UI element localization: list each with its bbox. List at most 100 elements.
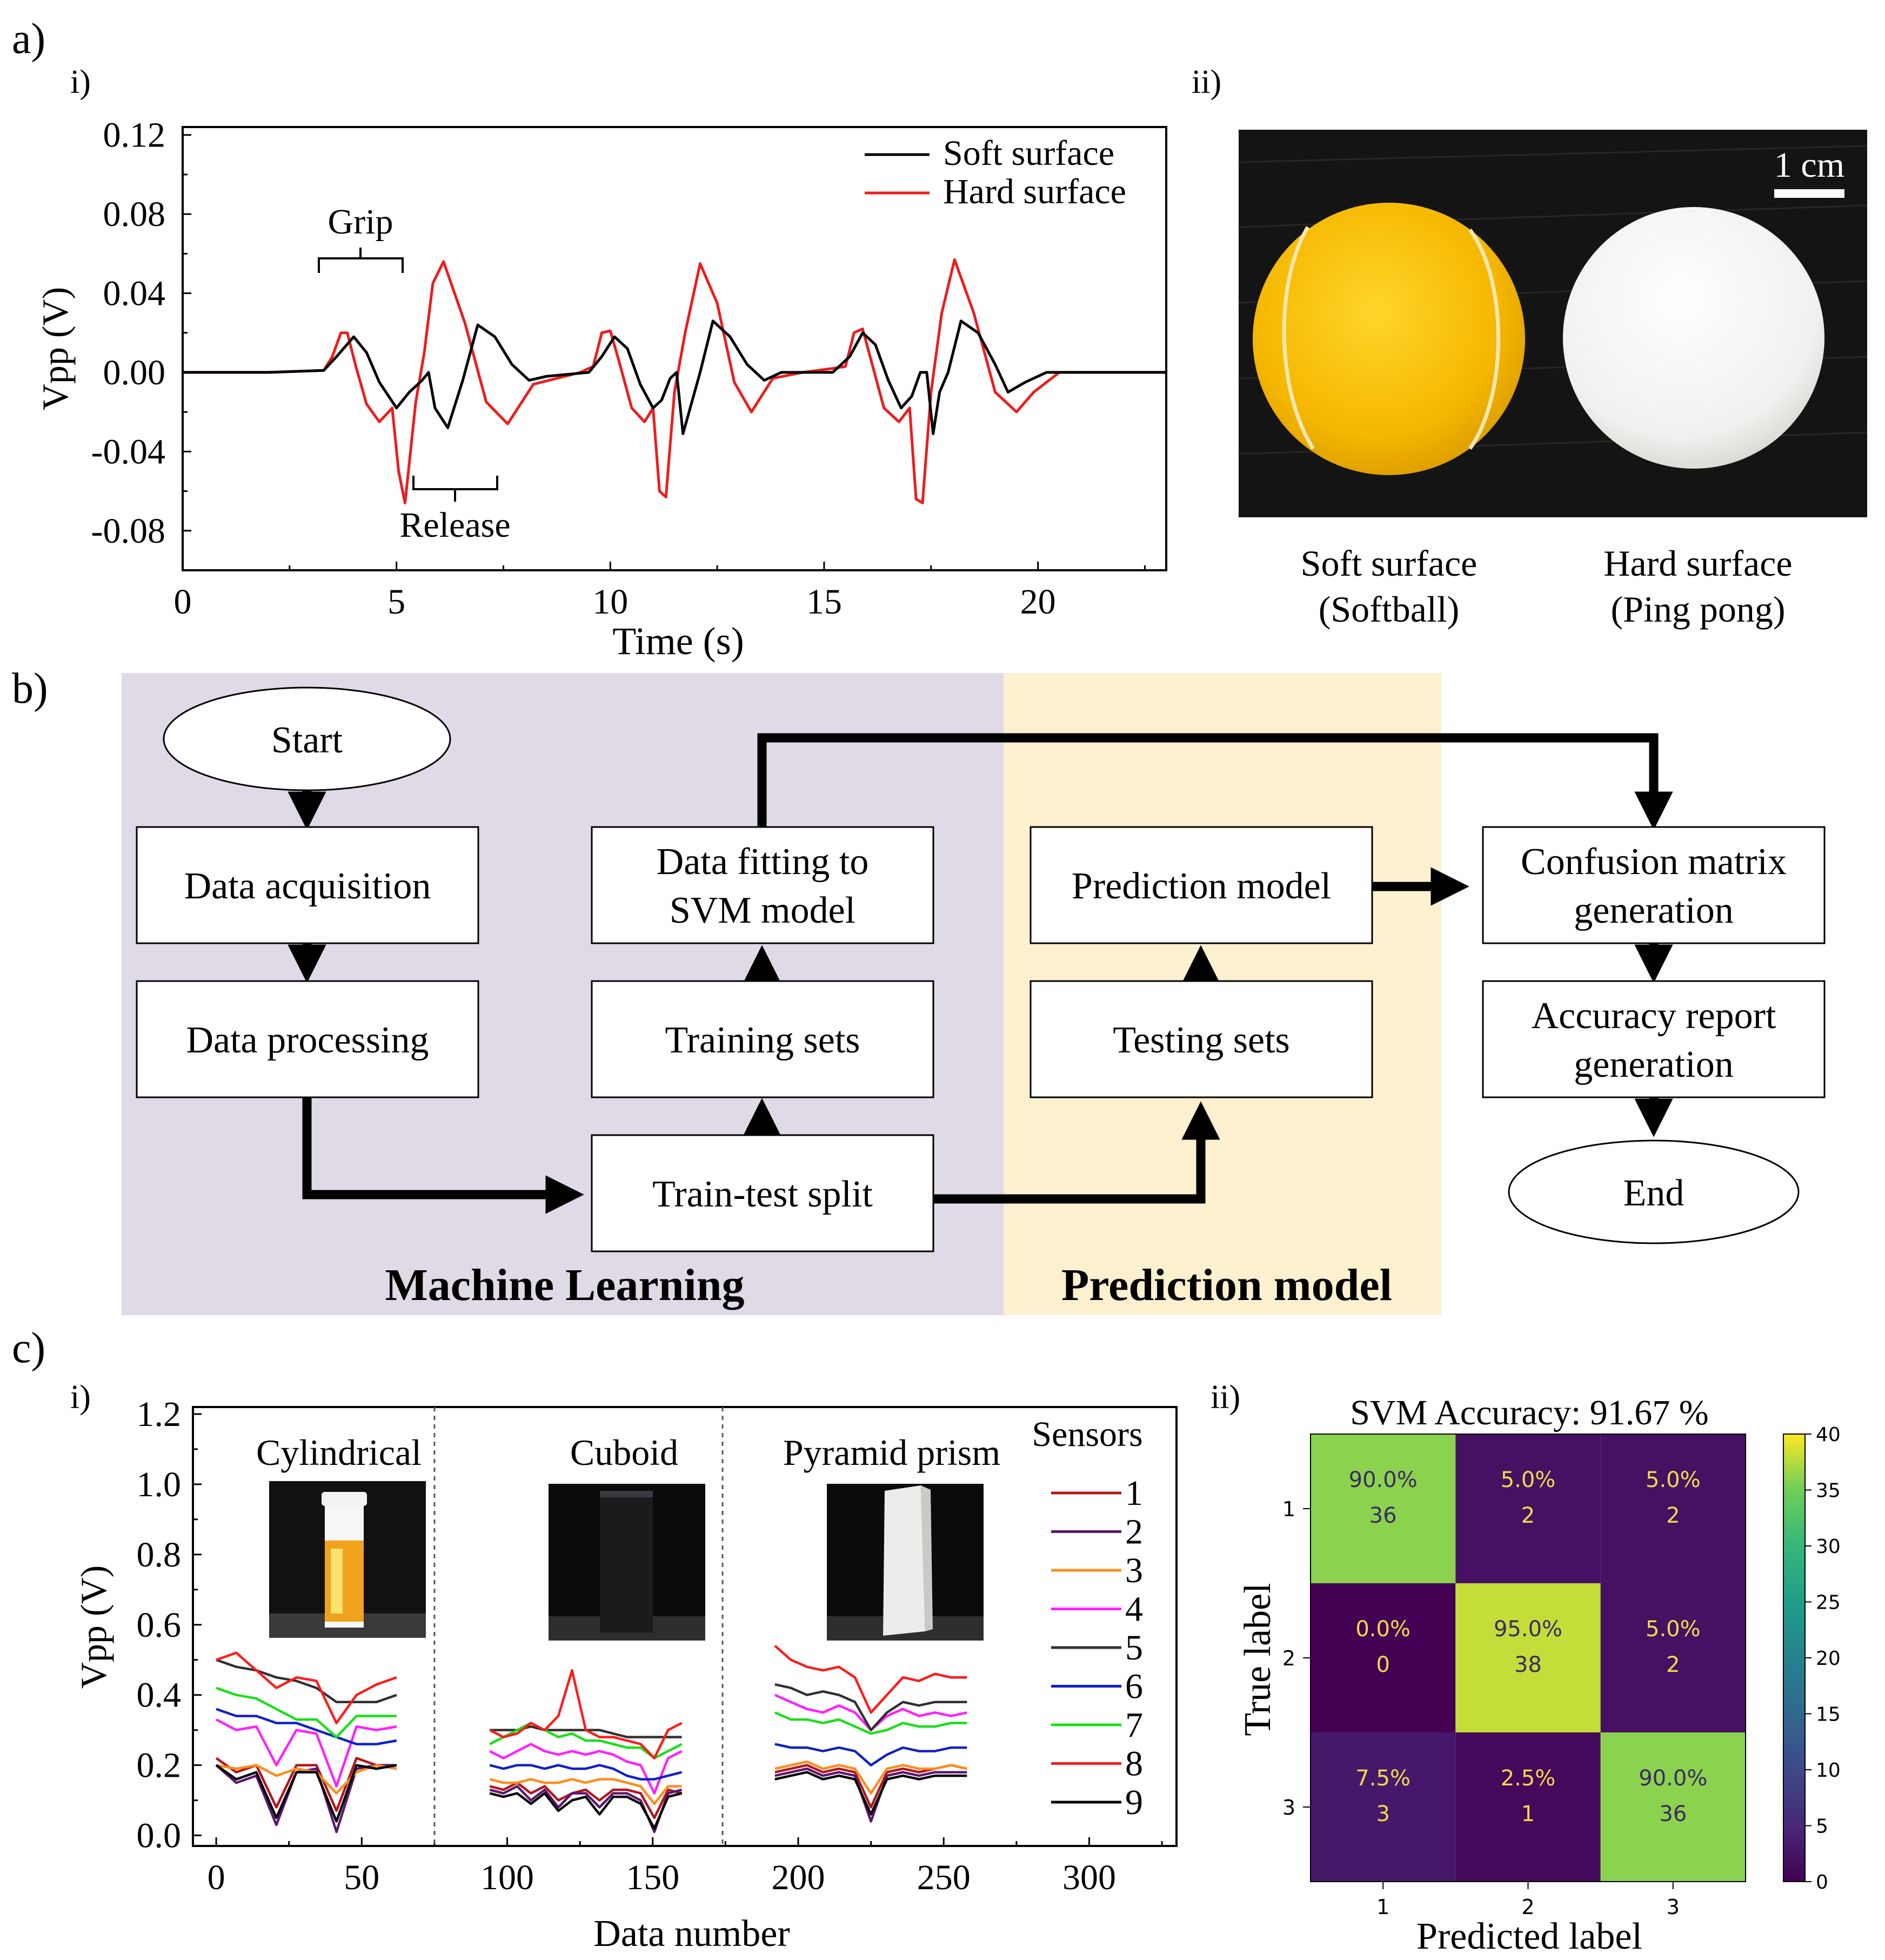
sensor-7-line: [216, 1686, 397, 1738]
y-tick-label: 0.0: [137, 1816, 182, 1856]
matrix-cell-count: 38: [1514, 1652, 1542, 1677]
panel-label-a: a): [12, 15, 45, 63]
sensor-1-line: [489, 1781, 683, 1819]
sensor-6-line: [774, 1743, 967, 1766]
node-confusion-matrix: [1482, 826, 1826, 944]
node-data-processing-label: Data processing: [186, 1019, 429, 1061]
colorbar-tick-label: 10: [1816, 1759, 1841, 1782]
sensor-3-line: [216, 1764, 397, 1795]
sensor-1-line: [215, 1757, 397, 1812]
matrix-cell: [1600, 1434, 1746, 1583]
axis-ticks: 0 5 10 15 20 -0.08 -0.04 0.00 0.04 0.08 0.12: [91, 116, 1146, 622]
y-axis-label: Vpp (V): [35, 287, 76, 411]
node-data-acquisition-label: Data acquisition: [184, 865, 431, 907]
sensor-9-line: [774, 1771, 967, 1816]
colorbar-tick-label: 0: [1816, 1871, 1828, 1894]
matrix-ticks: 1 2 3 1 2 3: [1282, 1497, 1680, 1919]
plot-frame: [182, 126, 1167, 571]
node-end: [1508, 1139, 1800, 1244]
panel-label-c: c): [12, 1324, 45, 1372]
node-end-label: End: [1623, 1172, 1685, 1214]
matrix-cell-count: 2: [1666, 1652, 1680, 1677]
x-tick-label: 10: [592, 582, 628, 622]
matrix-cell-count: 2: [1521, 1503, 1535, 1528]
matrix-cell-percent: 2.5%: [1501, 1766, 1556, 1791]
sensor-8-line: [774, 1645, 967, 1714]
region-label-machine-learning: Machine Learning: [385, 1260, 745, 1310]
x-tick-label: 3: [1667, 1895, 1680, 1919]
series-lines: [183, 258, 1166, 504]
x-axis-label: Data number: [593, 1913, 790, 1955]
sensor-9-line: [489, 1792, 683, 1830]
node-accuracy-report-label-1: Accuracy report: [1532, 995, 1776, 1037]
sensor-3-line: [774, 1760, 967, 1795]
flow-nodes: [136, 686, 1826, 1252]
node-data-fitting-label-2: SVM model: [670, 890, 855, 931]
matrix-cell-percent: 5.0%: [1646, 1468, 1701, 1492]
sensor-2-line: [774, 1767, 967, 1823]
legend-label-sensor-8: 8: [1125, 1744, 1143, 1784]
photo-pyramid-prism-object: [827, 1484, 984, 1641]
sensor-6-line: [216, 1708, 397, 1745]
y-tick-label: 0.6: [137, 1605, 182, 1645]
legend-label-hard: Hard surface: [943, 172, 1126, 211]
matrix-cell-percent: 90.0%: [1639, 1766, 1707, 1791]
ping-pong-ball: [1563, 207, 1824, 469]
y-tick-label: 0.2: [137, 1746, 182, 1785]
node-train-test-split: [591, 1134, 934, 1252]
arrow-split-to-testing: [932, 1101, 1220, 1204]
x-tick-label: 20: [1020, 582, 1056, 622]
softball-caption-1: Soft surface: [1301, 543, 1478, 584]
scale-bar-label: 1 cm: [1774, 145, 1844, 185]
x-tick-label: 0: [208, 1858, 225, 1897]
matrix-cell: [1455, 1583, 1601, 1732]
legend: Soft surface Hard surface: [865, 134, 1126, 211]
sensor-7-line: [774, 1711, 967, 1735]
x-tick-label: 15: [806, 582, 842, 622]
chart-c-vpp-data-number: 0 50 100 150 200 250 3000.00.20.40.60.81.01.2 …: [73, 1395, 1178, 1955]
node-prediction-model-label: Prediction model: [1072, 865, 1331, 907]
group-separators: [433, 1407, 724, 1846]
x-tick-label: 50: [344, 1858, 379, 1897]
arrow-fitting-to-confusion: [757, 733, 1673, 830]
node-data-processing: [136, 980, 479, 1098]
matrix-cell-percent: 5.0%: [1646, 1617, 1701, 1642]
panel-label-c-ii: ii): [1211, 1379, 1240, 1416]
x-tick-label: 2: [1521, 1895, 1534, 1919]
annotation-grip-label: Grip: [328, 202, 393, 242]
flow-connectors: [288, 733, 1673, 1214]
colorbar-tick-label: 40: [1816, 1424, 1841, 1446]
node-accuracy-report-label-2: generation: [1574, 1044, 1733, 1085]
legend-label-sensor-1: 1: [1125, 1474, 1143, 1513]
sensor-4-line: [489, 1743, 683, 1795]
matrix-cell: [1311, 1583, 1456, 1732]
x-tick-label: 150: [626, 1858, 679, 1897]
softball-caption-2: (Softball): [1319, 589, 1460, 630]
colorbar-tick-label: 15: [1816, 1704, 1841, 1726]
y-tick-label: 0.12: [103, 116, 166, 155]
matrix-cell-count: 36: [1659, 1802, 1687, 1826]
series-soft-surface: [183, 319, 1166, 435]
matrix-cell-count: 2: [1666, 1503, 1680, 1528]
legend-label-sensor-9: 9: [1125, 1783, 1143, 1822]
legend-label-sensor-3: 3: [1125, 1551, 1143, 1590]
legend-label-sensor-5: 5: [1125, 1628, 1143, 1668]
sensor-5-line: [774, 1683, 967, 1731]
node-accuracy-report: [1482, 980, 1826, 1098]
scale-bar: [1774, 189, 1844, 198]
x-tick-label: 250: [917, 1858, 971, 1897]
y-tick-label: 1.2: [137, 1395, 182, 1434]
colorbar-tick-label: 5: [1816, 1816, 1828, 1838]
annotation-grip: Grip: [318, 202, 404, 273]
group-label-pyramid-prism: Pyramid prism: [783, 1432, 1000, 1473]
arrow-processing-to-split: [302, 1097, 584, 1214]
colorbar-tick-label: 30: [1816, 1536, 1841, 1558]
node-confusion-matrix-label-1: Confusion matrix: [1521, 841, 1787, 883]
softball-seam-left: [1282, 226, 1315, 450]
matrix-cell-percent: 90.0%: [1349, 1468, 1418, 1492]
sensor-3-line: [489, 1778, 682, 1805]
legend-label-sensor-2: 2: [1125, 1512, 1143, 1552]
matrix-cell-percent: 95.0%: [1494, 1617, 1562, 1642]
plot-frame: [192, 1406, 1178, 1847]
